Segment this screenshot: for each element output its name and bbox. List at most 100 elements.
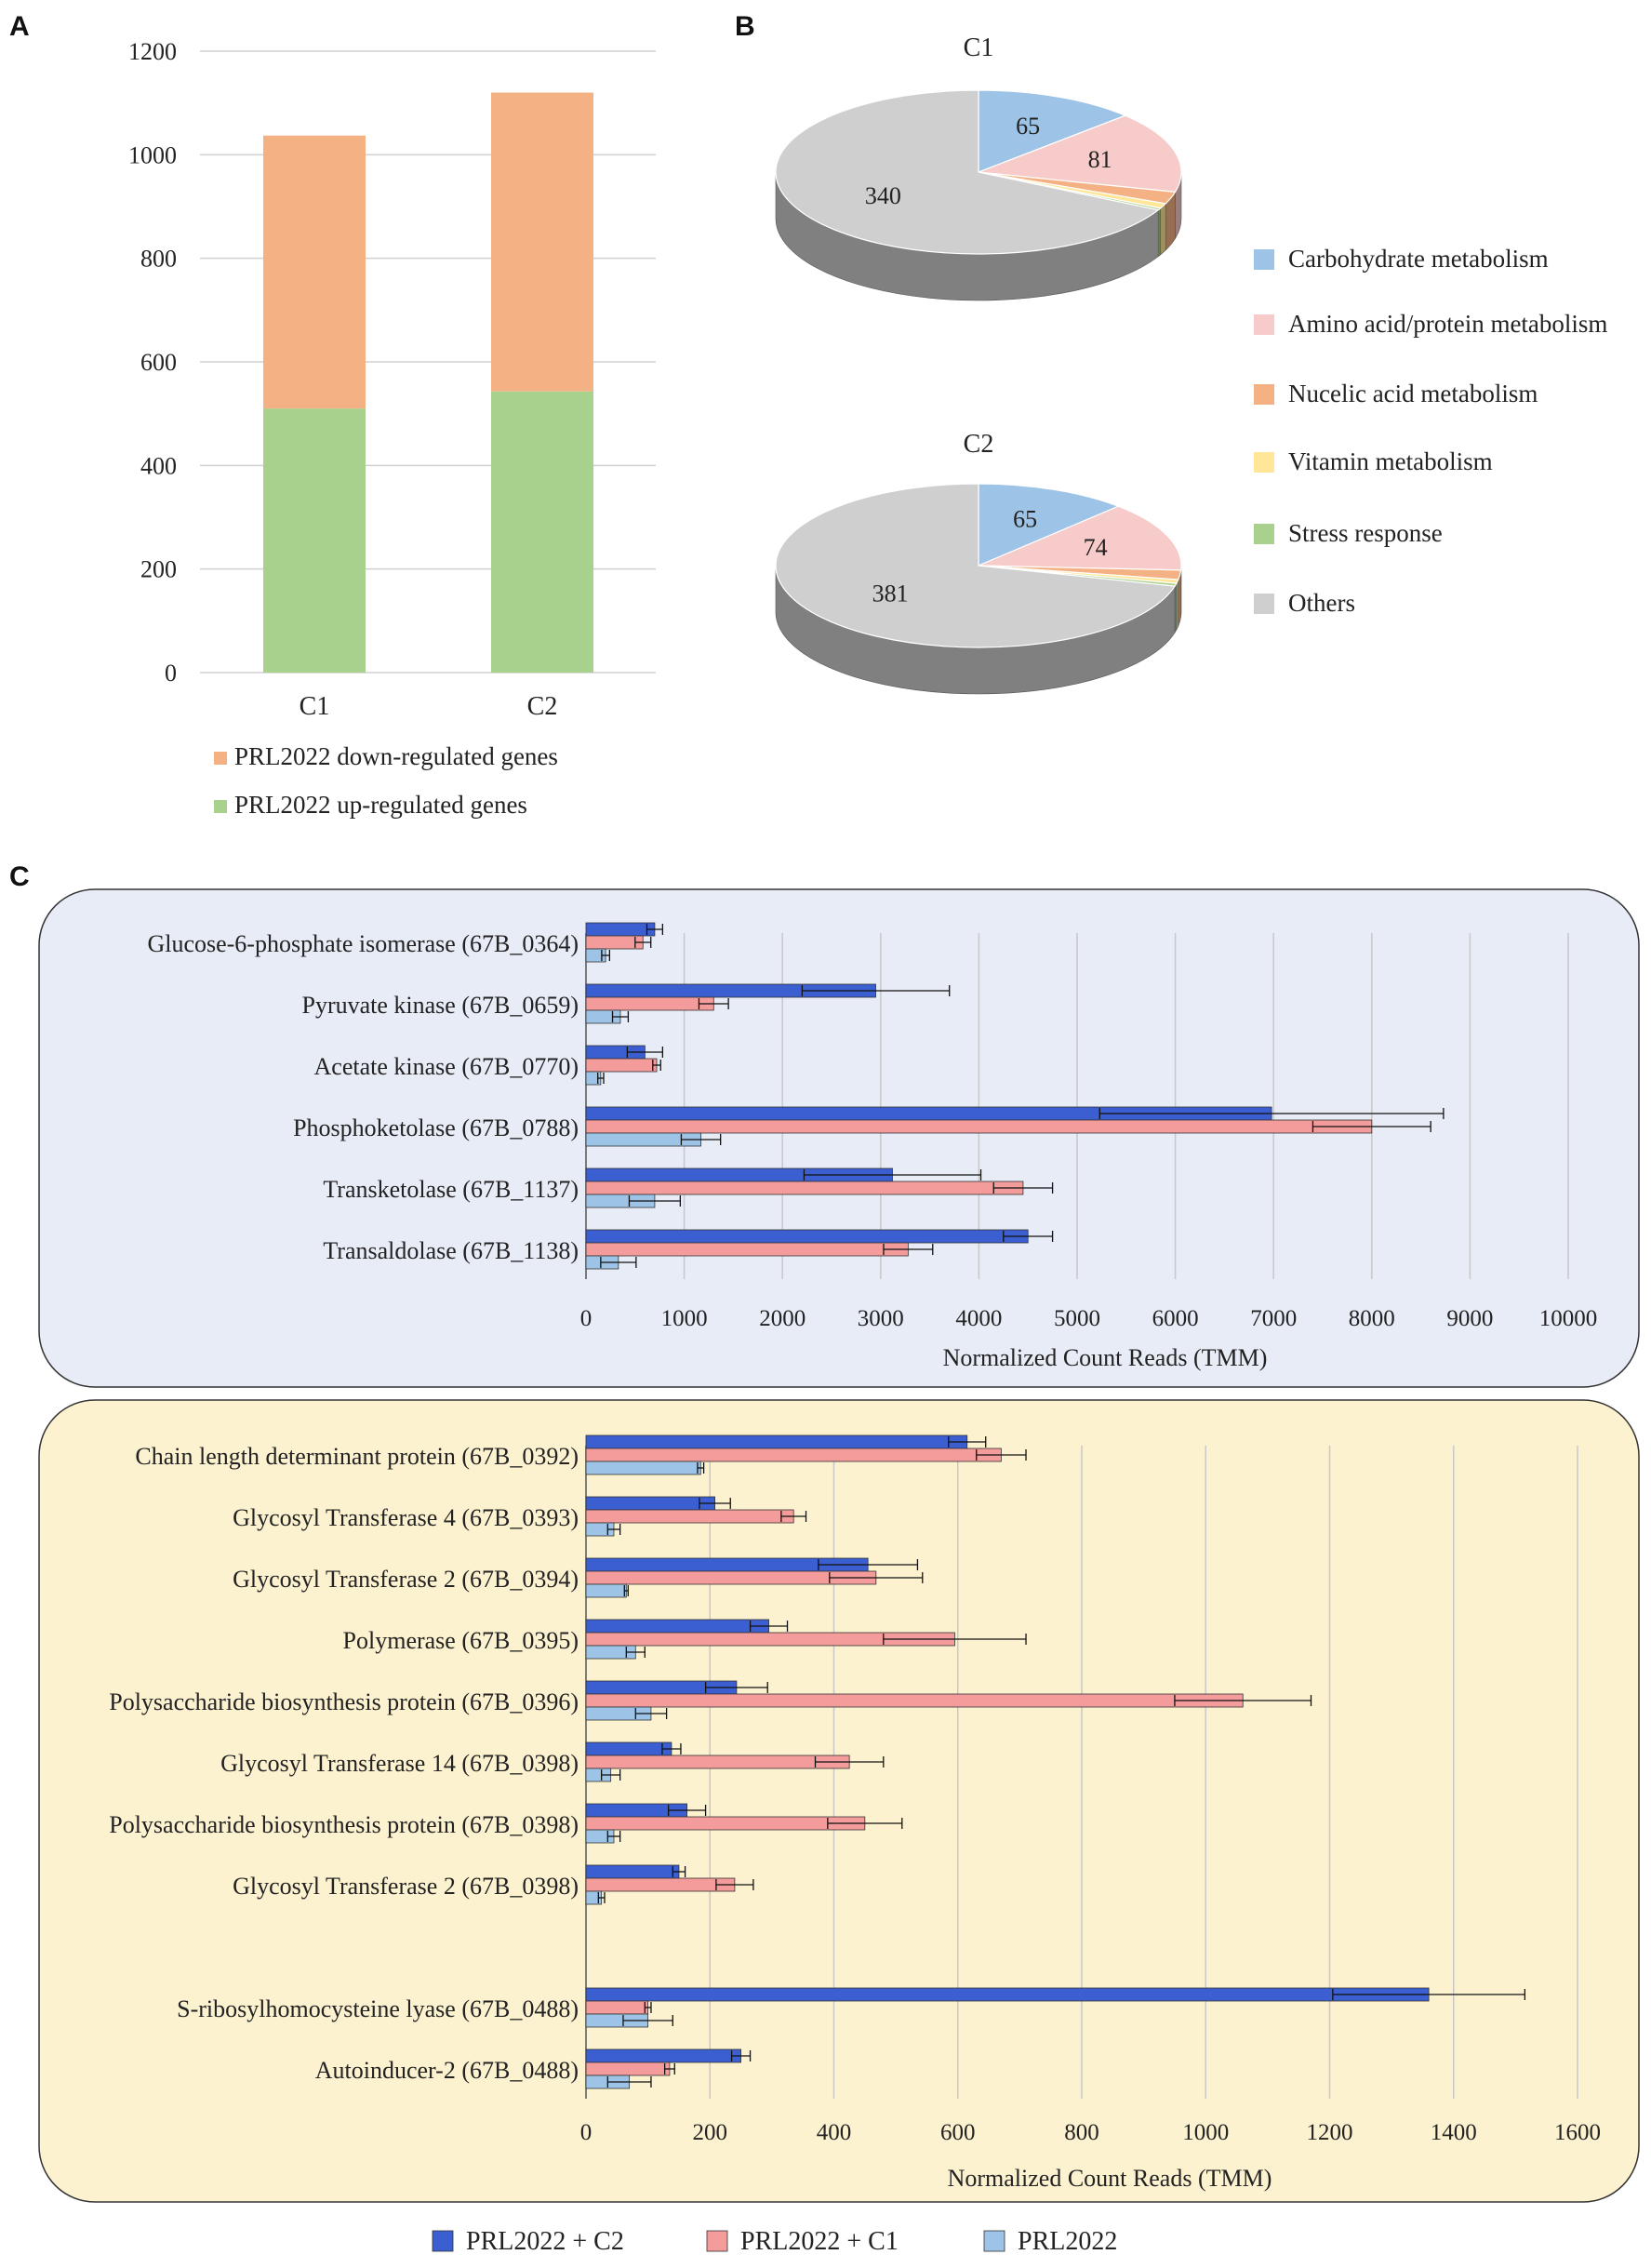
bar-c-series-0	[586, 2049, 741, 2062]
category-label-c: Polymerase (67B_0395)	[343, 1627, 579, 1654]
legend-a-label: PRL2022 down-regulated genes	[234, 742, 558, 770]
y-tick-label-a: 1200	[128, 38, 177, 65]
pie-title: C1	[964, 33, 994, 62]
category-label-c: Transaldolase (67B_1138)	[323, 1237, 579, 1264]
legend-c-swatch	[707, 2231, 727, 2251]
category-label-c: Glucose-6-phosphate isomerase (67B_0364)	[147, 930, 579, 957]
legend-b-label: Stress response	[1288, 519, 1443, 547]
category-label-c: Glycosyl Transferase 14 (67B_0398)	[220, 1750, 579, 1777]
panel-c-top-background	[39, 889, 1639, 1387]
category-label-c: S-ribosylhomocysteine lyase (67B_0488)	[177, 1995, 579, 2022]
pie-slice-label: 65	[1013, 505, 1037, 532]
bar-c-series-0	[586, 1988, 1429, 2001]
x-axis-title-c: Normalized Count Reads (TMM)	[943, 1344, 1268, 1371]
legend-b-label: Vitamin metabolism	[1288, 447, 1493, 475]
category-label-c: Glycosyl Transferase 2 (67B_0394)	[233, 1566, 579, 1593]
bar-c-series-2	[586, 1461, 700, 1474]
pie-slice-label: 81	[1088, 146, 1112, 173]
legend-c-swatch	[984, 2231, 1005, 2251]
pie-slice-label: 74	[1084, 534, 1108, 561]
bar-c-series-1	[586, 1510, 793, 1523]
legend-a-label: PRL2022 up-regulated genes	[234, 791, 527, 819]
bar-c-series-2	[586, 1584, 626, 1597]
category-label-c: Glycosyl Transferase 4 (67B_0393)	[233, 1504, 579, 1531]
legend-b-label: Others	[1288, 589, 1355, 617]
bar-c-series-1	[586, 1878, 735, 1891]
bar-c-series-1	[586, 1448, 1001, 1461]
bar-a-c2-series-0	[491, 392, 593, 673]
legend-b-swatch	[1254, 452, 1274, 473]
category-label-c: Acetate kinase (67B_0770)	[314, 1053, 579, 1080]
legend-b-swatch	[1254, 384, 1274, 405]
x-tick-label-c: 1000	[661, 1306, 708, 1331]
legend-b-swatch	[1254, 524, 1274, 544]
bar-c-series-1	[586, 1694, 1243, 1707]
legend-a-swatch	[214, 752, 227, 765]
bar-c-series-0	[586, 1620, 769, 1633]
x-tick-label-c: 800	[1064, 2120, 1099, 2145]
legend-b-label: Nucelic acid metabolism	[1288, 380, 1538, 407]
y-tick-label-a: 400	[140, 452, 177, 479]
x-tick-label-c: 1400	[1431, 2120, 1477, 2145]
x-tick-label-c: 0	[580, 2120, 592, 2145]
x-tick-label-c: 9000	[1446, 1306, 1493, 1331]
x-tick-label-c: 6000	[1152, 1306, 1199, 1331]
pie-slice-label: 381	[872, 580, 909, 607]
category-label-c: Chain length determinant protein (67B_03…	[135, 1443, 579, 1470]
panel-label-b: B	[735, 11, 755, 42]
bar-c-series-0	[586, 1435, 967, 1448]
bar-c-series-0	[586, 1497, 715, 1510]
bar-c-series-1	[586, 936, 643, 949]
bar-c-series-1	[586, 2062, 670, 2075]
bar-c-series-0	[586, 1742, 672, 1755]
bar-c-series-0	[586, 1865, 679, 1878]
bar-c-series-1	[586, 1181, 1023, 1194]
bar-c-series-0	[586, 1230, 1028, 1243]
x-tick-label-c: 5000	[1054, 1306, 1100, 1331]
x-tick-label-c: 3000	[858, 1306, 904, 1331]
pie-side-stress-response	[1158, 208, 1160, 257]
panel-label-c: C	[9, 861, 30, 892]
category-label-c: Transketolase (67B_1137)	[323, 1176, 579, 1203]
category-label-c: Autoinducer-2 (67B_0488)	[315, 2057, 579, 2084]
x-tick-label-c: 10000	[1539, 1306, 1598, 1331]
category-label-c: Polysaccharide biosynthesis protein (67B…	[109, 1688, 579, 1715]
x-tick-label-c: 1000	[1182, 2120, 1229, 2145]
bar-a-c2-series-1	[491, 93, 593, 392]
bar-c-series-1	[586, 1755, 849, 1768]
category-label-c: Phosphoketolase (67B_0788)	[293, 1114, 579, 1141]
pie-slice-label: 340	[865, 182, 901, 209]
y-tick-label-a: 600	[140, 349, 177, 376]
bar-c-series-1	[586, 2001, 648, 2014]
x-tick-label-c: 200	[693, 2120, 728, 2145]
bar-a-c1-series-0	[263, 408, 366, 673]
bar-c-series-1	[586, 1817, 865, 1830]
x-tick-label-c: 7000	[1250, 1306, 1297, 1331]
legend-b-swatch	[1254, 314, 1274, 335]
legend-c-label: PRL2022 + C2	[466, 2227, 624, 2256]
x-tick-label-c: 8000	[1349, 1306, 1395, 1331]
y-tick-label-a: 0	[165, 660, 177, 687]
category-label-c: Pyruvate kinase (67B_0659)	[301, 992, 579, 1019]
panel-label-a: A	[9, 11, 30, 42]
legend-c-label: PRL2022 + C1	[740, 2227, 899, 2256]
bar-a-c1-series-1	[263, 136, 366, 408]
pie-title: C2	[964, 430, 994, 459]
y-tick-label-a: 1000	[128, 141, 177, 168]
bar-c-series-1	[586, 1059, 657, 1072]
category-label-c: Glycosyl Transferase 2 (67B_0398)	[233, 1873, 579, 1900]
x-tick-label-c: 0	[580, 1306, 592, 1331]
legend-b-swatch	[1254, 594, 1274, 614]
x-axis-title-c: Normalized Count Reads (TMM)	[948, 2165, 1272, 2192]
x-tick-label-c: 600	[940, 2120, 976, 2145]
pie-side-vitamin-metabolism	[1161, 204, 1166, 255]
bar-c-series-1	[586, 997, 713, 1010]
x-tick-label-c: 2000	[759, 1306, 806, 1331]
legend-b-label: Amino acid/protein metabolism	[1288, 310, 1607, 338]
x-tick-label-c: 1200	[1307, 2120, 1353, 2145]
